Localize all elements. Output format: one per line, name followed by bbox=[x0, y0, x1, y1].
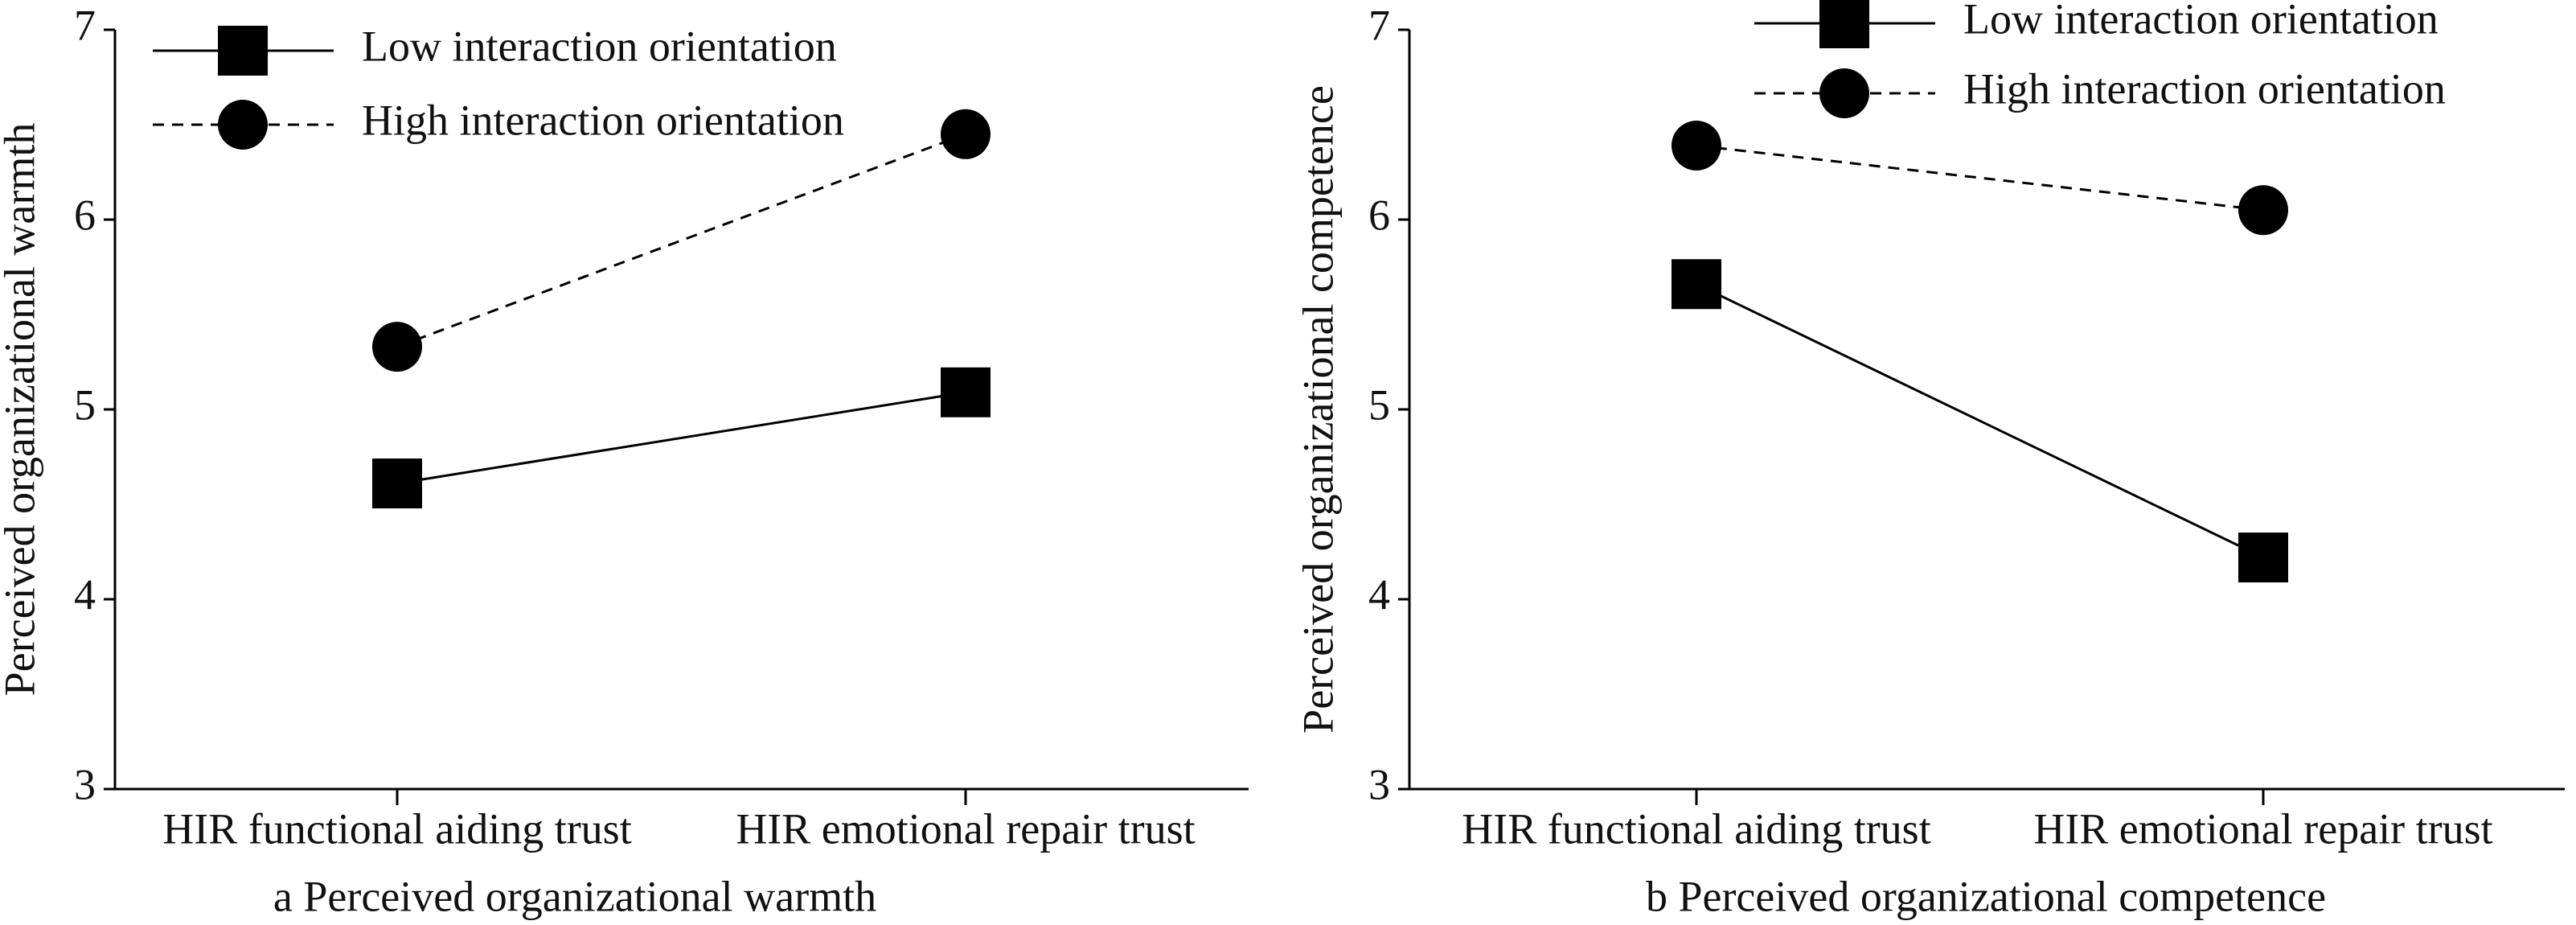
y-axis-title: Perceived organizational warmth bbox=[0, 123, 43, 697]
legend-marker bbox=[218, 100, 268, 150]
data-point bbox=[1672, 259, 1721, 310]
y-axis-title: Perceived organizational competence bbox=[1294, 85, 1342, 734]
data-point bbox=[1672, 120, 1721, 171]
x-tick-label: HIR functional aiding trust bbox=[162, 804, 631, 853]
legend-label: High interaction orientation bbox=[362, 96, 844, 144]
legend-marker bbox=[218, 26, 268, 76]
legend-label: High interaction orientation bbox=[1963, 64, 2446, 113]
x-tick-label: HIR emotional repair trust bbox=[736, 804, 1195, 853]
series-line bbox=[1696, 282, 2264, 559]
data-point bbox=[372, 322, 422, 372]
y-tick-label: 7 bbox=[1368, 1, 1390, 49]
y-tick-label: 4 bbox=[1368, 570, 1390, 619]
x-tick-label: HIR emotional repair trust bbox=[2033, 804, 2492, 853]
y-tick-label: 3 bbox=[74, 760, 96, 808]
y-tick-label: 6 bbox=[1368, 191, 1390, 239]
legend-label: Low interaction orientation bbox=[1963, 0, 2439, 43]
x-tick-label: HIR functional aiding trust bbox=[1462, 804, 1930, 853]
data-point bbox=[2238, 185, 2288, 236]
data-point bbox=[941, 109, 991, 159]
y-tick-label: 7 bbox=[74, 1, 96, 49]
chart-caption: b Perceived organizational competence bbox=[1646, 872, 2326, 920]
legend-marker bbox=[1819, 0, 1869, 48]
data-point bbox=[941, 367, 991, 417]
y-tick-label: 5 bbox=[74, 380, 96, 429]
series-line bbox=[396, 133, 966, 348]
y-tick-label: 4 bbox=[74, 570, 96, 619]
data-point bbox=[372, 458, 422, 509]
y-tick-label: 5 bbox=[1368, 380, 1390, 429]
legend-marker bbox=[1819, 68, 1869, 118]
y-tick-label: 6 bbox=[74, 191, 96, 239]
series-line bbox=[1696, 144, 2264, 212]
legend-label: Low interaction orientation bbox=[362, 22, 837, 70]
data-point bbox=[2238, 532, 2288, 583]
chart-caption: a Perceived organizational warmth bbox=[273, 872, 876, 920]
series-line bbox=[396, 391, 966, 485]
y-tick-label: 3 bbox=[1368, 760, 1390, 808]
